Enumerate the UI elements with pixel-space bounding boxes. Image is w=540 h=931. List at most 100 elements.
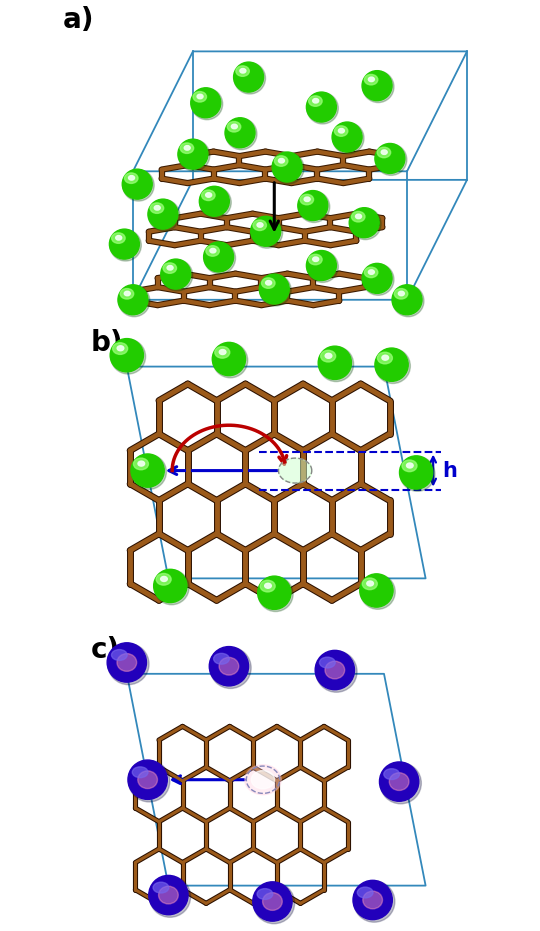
Ellipse shape	[375, 143, 405, 173]
Ellipse shape	[253, 883, 295, 924]
Ellipse shape	[112, 233, 125, 243]
Ellipse shape	[274, 155, 288, 167]
Ellipse shape	[227, 122, 241, 132]
Ellipse shape	[178, 139, 208, 169]
Ellipse shape	[320, 657, 335, 668]
Ellipse shape	[357, 887, 373, 897]
Ellipse shape	[117, 345, 124, 351]
Ellipse shape	[167, 265, 173, 270]
Ellipse shape	[349, 208, 379, 237]
Ellipse shape	[193, 91, 206, 102]
Ellipse shape	[375, 144, 407, 175]
Ellipse shape	[110, 230, 141, 261]
Ellipse shape	[226, 118, 257, 150]
Ellipse shape	[259, 274, 289, 304]
Ellipse shape	[360, 574, 395, 609]
Ellipse shape	[225, 117, 255, 148]
Ellipse shape	[118, 285, 148, 315]
Ellipse shape	[124, 291, 130, 296]
Ellipse shape	[191, 88, 221, 118]
Ellipse shape	[258, 576, 291, 610]
Ellipse shape	[362, 263, 392, 293]
Ellipse shape	[272, 152, 302, 182]
Ellipse shape	[150, 203, 164, 213]
Ellipse shape	[210, 646, 248, 686]
Ellipse shape	[113, 343, 127, 355]
Ellipse shape	[360, 573, 393, 607]
Ellipse shape	[251, 771, 275, 789]
Ellipse shape	[184, 145, 190, 150]
Ellipse shape	[118, 285, 150, 317]
Ellipse shape	[380, 762, 419, 802]
Ellipse shape	[393, 285, 424, 317]
Text: b): b)	[91, 329, 124, 357]
Ellipse shape	[265, 583, 271, 588]
Ellipse shape	[339, 128, 345, 133]
Ellipse shape	[111, 339, 146, 374]
Ellipse shape	[325, 661, 345, 679]
Ellipse shape	[122, 169, 152, 199]
Ellipse shape	[234, 62, 266, 94]
Ellipse shape	[332, 122, 362, 152]
Ellipse shape	[306, 92, 336, 122]
Ellipse shape	[215, 346, 230, 358]
Ellipse shape	[125, 173, 138, 183]
Ellipse shape	[107, 642, 146, 682]
Ellipse shape	[191, 88, 222, 120]
Text: h: h	[443, 461, 457, 480]
Ellipse shape	[210, 249, 216, 253]
Ellipse shape	[111, 650, 127, 660]
Ellipse shape	[279, 458, 312, 483]
Ellipse shape	[204, 242, 235, 274]
Ellipse shape	[392, 285, 422, 315]
Ellipse shape	[204, 242, 234, 272]
Ellipse shape	[375, 348, 408, 382]
Ellipse shape	[159, 886, 178, 904]
Ellipse shape	[258, 576, 293, 612]
Ellipse shape	[353, 881, 393, 920]
Ellipse shape	[262, 893, 282, 911]
Ellipse shape	[161, 576, 167, 582]
Ellipse shape	[129, 761, 170, 802]
Ellipse shape	[394, 289, 408, 299]
Ellipse shape	[266, 280, 272, 285]
Ellipse shape	[131, 454, 164, 487]
Ellipse shape	[298, 191, 330, 223]
Ellipse shape	[161, 260, 193, 291]
Ellipse shape	[400, 456, 435, 492]
Text: a): a)	[62, 7, 94, 34]
Ellipse shape	[257, 223, 263, 227]
Ellipse shape	[206, 193, 212, 197]
Ellipse shape	[313, 99, 319, 103]
Ellipse shape	[313, 257, 319, 262]
Ellipse shape	[368, 77, 374, 82]
Ellipse shape	[389, 773, 409, 790]
Ellipse shape	[319, 346, 354, 382]
Ellipse shape	[154, 570, 189, 605]
Ellipse shape	[333, 123, 364, 154]
Ellipse shape	[407, 463, 413, 468]
Ellipse shape	[131, 454, 166, 490]
Ellipse shape	[399, 291, 404, 296]
Ellipse shape	[306, 250, 336, 280]
Ellipse shape	[120, 289, 134, 299]
Ellipse shape	[362, 71, 392, 101]
Ellipse shape	[321, 350, 336, 362]
Ellipse shape	[132, 767, 148, 777]
Ellipse shape	[384, 769, 400, 779]
Ellipse shape	[150, 876, 191, 917]
Ellipse shape	[381, 150, 387, 155]
Ellipse shape	[257, 888, 273, 899]
Ellipse shape	[153, 883, 169, 893]
Ellipse shape	[367, 581, 374, 586]
Ellipse shape	[201, 190, 215, 200]
Ellipse shape	[300, 195, 314, 205]
Ellipse shape	[298, 191, 328, 221]
Ellipse shape	[362, 263, 394, 295]
Ellipse shape	[214, 654, 230, 664]
Ellipse shape	[352, 211, 365, 222]
Ellipse shape	[236, 66, 249, 76]
Ellipse shape	[279, 158, 285, 163]
Ellipse shape	[199, 186, 230, 216]
Ellipse shape	[234, 62, 264, 92]
